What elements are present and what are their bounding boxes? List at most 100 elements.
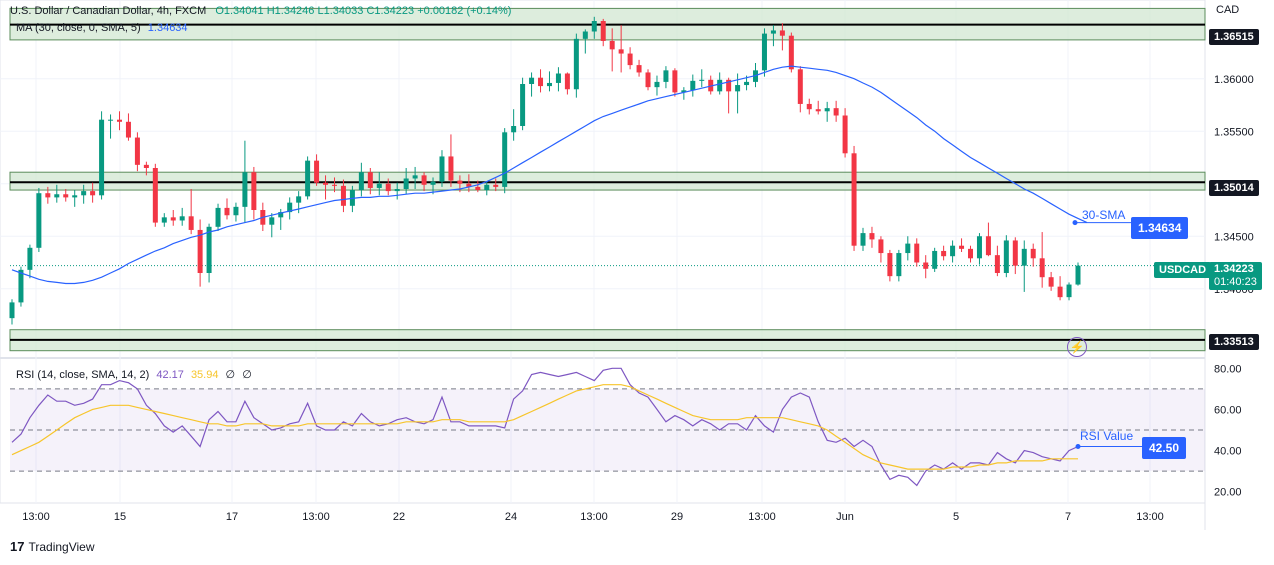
rsi-label: RSI (14, close, SMA, 14, 2) <box>16 369 150 381</box>
candle <box>170 210 176 226</box>
candle <box>278 208 284 230</box>
candle-body <box>1039 258 1045 278</box>
candle <box>654 75 660 96</box>
candle <box>797 66 803 113</box>
candle-body <box>761 33 767 71</box>
candle-body <box>1030 248 1036 259</box>
candle-body <box>1057 286 1063 298</box>
candle <box>116 111 122 131</box>
candle-body <box>134 137 140 165</box>
candle <box>36 187 42 252</box>
candle <box>502 128 508 194</box>
branding-text: TradingView <box>28 539 95 554</box>
candle <box>1039 232 1045 288</box>
candle-body <box>833 108 839 116</box>
ohlc-close: C1.34223 <box>366 5 415 17</box>
candle-body <box>179 216 185 221</box>
rsi-axis-tick: 40.00 <box>1214 446 1242 458</box>
lightning-icon[interactable]: ⚡ <box>1067 337 1087 357</box>
candle-body <box>681 90 687 93</box>
candle <box>385 178 391 196</box>
candle <box>439 150 445 187</box>
candle <box>618 25 624 73</box>
sma-value-tag: 1.34634 <box>1131 217 1189 239</box>
candle <box>896 249 902 282</box>
candle <box>573 33 579 98</box>
candle-body <box>573 38 579 90</box>
candle-body <box>1066 284 1072 298</box>
candle <box>672 68 678 97</box>
candle <box>143 161 149 176</box>
candle <box>600 18 606 47</box>
candle-body <box>367 172 373 188</box>
candle-body <box>251 172 257 210</box>
candle <box>529 72 535 97</box>
ma-label: MA (30, close, 0, SMA, 5) <box>16 22 141 34</box>
candle-body <box>824 108 830 112</box>
rsi-header[interactable]: RSI (14, close, SMA, 14, 2) 42.17 35.94 … <box>16 368 252 381</box>
candle <box>161 213 167 227</box>
price-tag-r2: 1.35014 <box>1209 180 1259 196</box>
candle-body <box>143 164 149 168</box>
candle-body <box>412 175 418 179</box>
rsi-axis-tick: 20.00 <box>1214 487 1242 499</box>
candle-body <box>950 245 956 257</box>
ohlc-open: O1.34041 <box>215 5 264 17</box>
candle <box>421 172 427 192</box>
candle-body <box>887 253 893 277</box>
candle-body <box>529 77 535 84</box>
candle <box>224 198 230 220</box>
candle-body <box>18 269 24 303</box>
candle-body <box>287 202 293 213</box>
ma-header[interactable]: MA (30, close, 0, SMA, 5) 1.34634 <box>16 22 188 34</box>
candle <box>331 177 337 193</box>
candle-body <box>627 53 633 66</box>
candle-body <box>985 236 991 256</box>
tradingview-logo[interactable]: 17 TradingView <box>10 539 95 554</box>
candle <box>99 111 105 200</box>
candle-body <box>323 182 329 185</box>
candle-body <box>618 49 624 54</box>
candle <box>985 222 991 257</box>
candle <box>215 203 221 231</box>
candle-body <box>815 109 821 112</box>
rsi-annotation-label: RSI Value <box>1080 429 1134 443</box>
candle-body <box>690 80 696 91</box>
time-axis-tick: 13:00 <box>302 511 330 523</box>
candle <box>914 238 920 267</box>
candle-body <box>538 77 544 87</box>
candle-body <box>430 181 436 185</box>
candle <box>959 238 965 252</box>
candle-body <box>645 72 651 88</box>
rsi-sma-line <box>11 384 1078 470</box>
candle-body <box>403 178 409 189</box>
candle-body <box>206 226 212 273</box>
candle-body <box>923 262 929 269</box>
candle <box>152 163 158 227</box>
candle-body <box>331 184 337 186</box>
rsi-value: 42.17 <box>156 369 184 381</box>
candle <box>45 186 51 204</box>
candle <box>323 175 329 200</box>
currency-label: CAD <box>1216 4 1240 16</box>
candlestick-series <box>9 16 1081 325</box>
candle-body <box>484 184 490 191</box>
candle <box>108 114 114 139</box>
candle <box>430 177 436 195</box>
candle <box>645 69 651 91</box>
candle-body <box>914 243 920 263</box>
candle <box>179 207 185 226</box>
candle-body <box>564 73 570 90</box>
candle-body <box>63 194 69 198</box>
rsi-line <box>11 367 1079 487</box>
candle-body <box>959 245 965 249</box>
time-axis-tick: Jun <box>836 511 854 523</box>
candle-body <box>860 233 866 246</box>
annotations <box>1072 220 1142 449</box>
candle <box>591 16 597 39</box>
candle-body <box>546 82 552 87</box>
candle-body <box>161 217 167 223</box>
candle <box>851 145 857 251</box>
time-axis-tick: 13:00 <box>580 511 608 523</box>
candle <box>761 28 767 77</box>
